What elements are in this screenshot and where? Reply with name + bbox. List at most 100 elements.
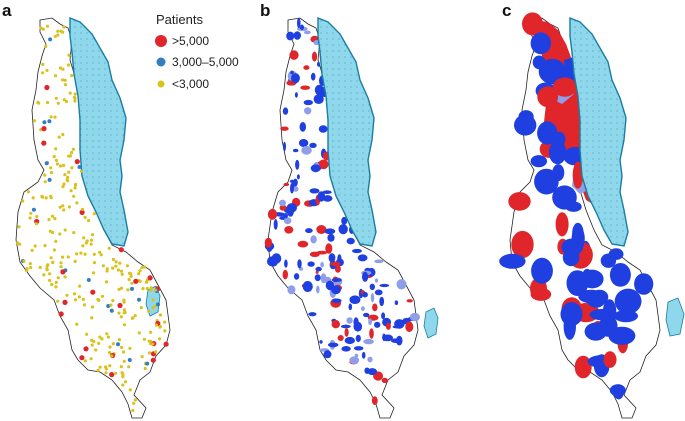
patient-dot-low [163,329,167,333]
coverage-patch-blue [348,303,353,311]
patient-dot-low [43,244,47,248]
legend-title: Patients [156,12,203,27]
patient-dot-low [61,185,65,189]
patient-dot-mid [31,207,36,212]
coverage-patch-blue [548,140,567,165]
coverage-patch-red [369,328,374,339]
patient-dot-low [123,380,128,384]
coverage-patch-blue [328,253,336,263]
patient-dot-low [75,322,79,326]
coverage-patch-blue [310,72,316,81]
patient-dot-low [26,190,30,194]
patient-dot-low [45,267,49,271]
legend-label-high: >5,000 [172,34,209,48]
coverage-patch-blue [313,94,324,104]
coverage-patch-light-blue [354,353,359,358]
coverage-patch-blue [392,325,404,329]
coverage-patch-blue [613,310,638,323]
patient-dot-mid [47,177,52,182]
coverage-patch-blue [394,300,399,306]
patient-dot-low [42,273,46,277]
coverage-patch-blue [318,125,328,133]
legend-label-mid: 3,000–5,000 [172,55,239,69]
patient-dot-low [51,214,55,218]
panel-c: c [499,1,685,419]
patient-dot-low [81,244,85,248]
patient-dot-low [138,269,142,273]
patient-dot-low [108,364,112,368]
coverage-patch-red [405,321,414,333]
patient-dot-low [105,269,109,273]
coverage-patch-blue [290,183,294,194]
patient-dot-low [69,189,73,193]
coverage-patch-blue [530,155,547,168]
patient-dot-high [79,209,85,215]
patient-dot-low [116,268,120,272]
patient-dot-low [80,207,84,211]
coverage-patch-blue [310,164,321,173]
coverage-patch-blue [338,224,348,235]
patient-dot-low [90,338,94,342]
patient-dot-mid [137,297,141,302]
patient-dot-low [41,195,45,199]
patient-dot-low [44,44,48,49]
coverage-patch-blue [282,107,289,115]
coverage-patch-blue [324,228,336,235]
patient-dot-low [92,252,96,256]
patient-dot-low [51,230,55,235]
coverage-patch-blue [273,219,278,230]
coverage-patch-red [325,243,333,254]
coverage-patch-red [511,230,534,259]
patient-dot-low [49,196,53,200]
patient-dot-low [129,274,133,278]
patient-dot-low [62,163,66,167]
coverage-patch-blue [295,159,300,170]
coverage-patch-light-blue [293,186,299,192]
coverage-patch-blue [514,114,537,136]
patient-dot-low [114,264,118,268]
patient-dot-low [83,359,87,363]
coverage-patch-blue [580,269,604,289]
coverage-patch-blue [530,32,551,55]
coverage-patch-light-blue [409,312,420,322]
coverage-patch-red [555,212,569,237]
patient-dot-low [117,311,121,315]
coverage-patch-blue [578,289,604,304]
patient-dot-low [154,350,158,354]
patient-dot-low [82,236,86,240]
coverage-patch-blue [319,340,323,344]
patient-dot-low [83,252,87,256]
coverage-patch-red [318,159,329,170]
coverage-patch-blue [532,55,546,70]
patient-dot-low [122,308,126,312]
patient-dot-low [63,78,67,82]
coverage-patch-blue [362,291,368,298]
panel-b-lake [317,16,377,247]
coverage-patch-light-blue [349,356,360,365]
patient-dot-low [139,306,143,310]
patient-dot-low [28,216,32,220]
patient-dot-low [33,244,37,248]
patient-dot-low [114,260,118,264]
patient-dot-low [44,196,48,200]
panel-b: b [260,1,439,419]
patient-dot-low [111,257,115,262]
patient-dot-low [15,241,20,245]
patient-dot-low [151,306,155,310]
coverage-patch-red [574,355,592,379]
coverage-patch-blue [315,266,322,272]
coverage-patch-red [264,237,273,248]
patient-dot-low [67,170,71,174]
patient-dot-low [99,253,103,257]
coverage-patch-blue [572,222,584,244]
coverage-patch-blue [287,206,294,217]
coverage-patch-red [280,126,289,131]
patient-dot-mid [116,342,120,347]
patient-dot-low [58,205,62,209]
coverage-patch-red [289,50,299,60]
coverage-patch-blue [584,322,607,341]
coverage-patch-blue [309,188,320,194]
patient-dot-low [35,215,39,219]
patient-dot-low [53,217,57,221]
patient-dot-low [153,288,157,292]
